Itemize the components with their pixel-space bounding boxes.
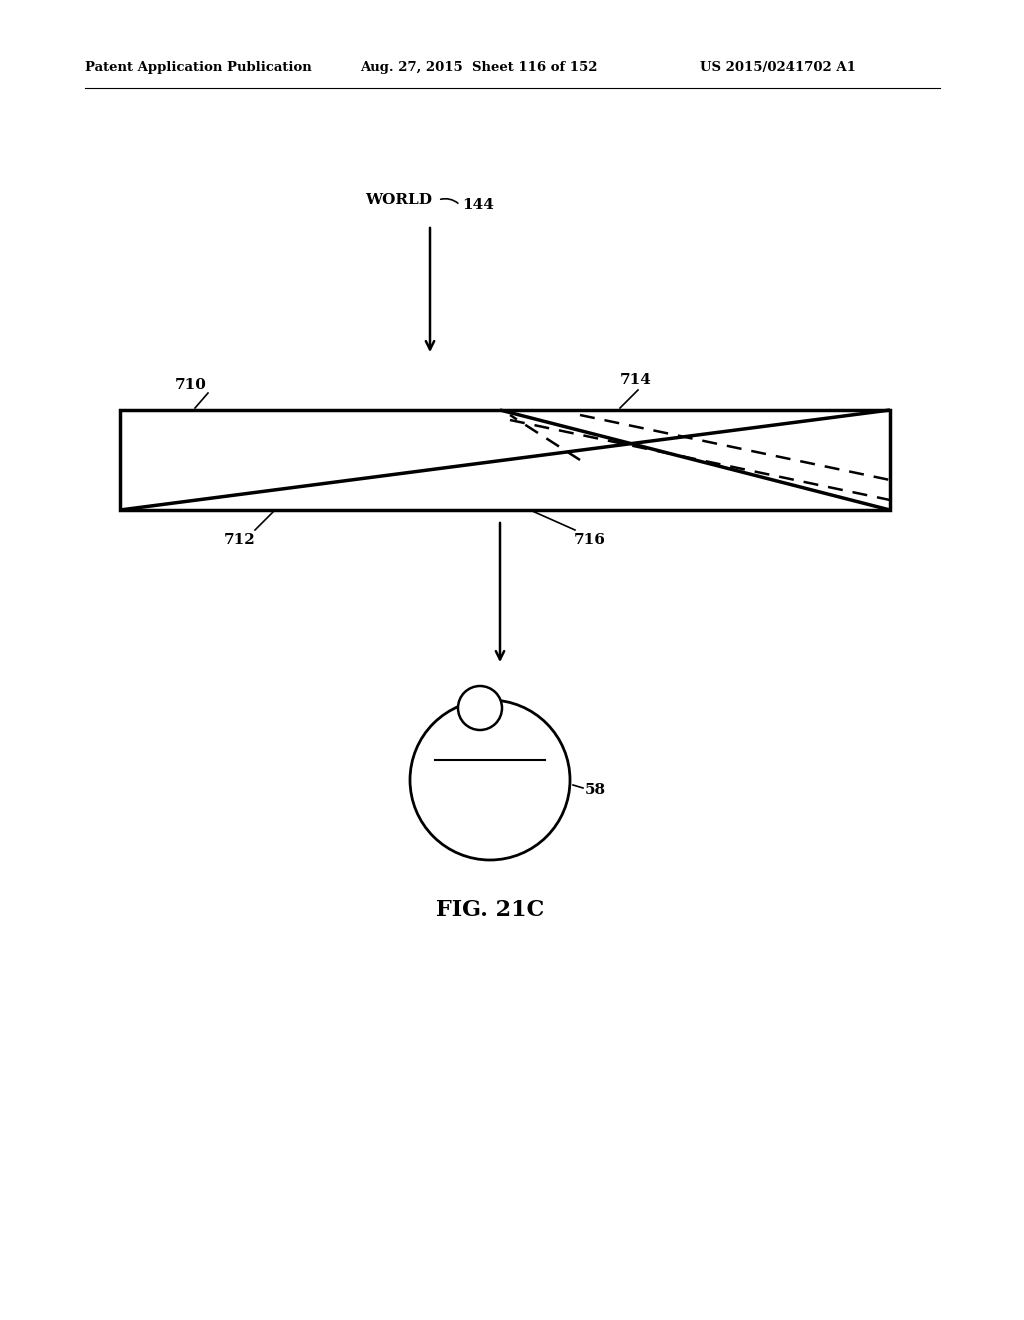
Text: 712: 712 [224,533,256,546]
Text: WORLD: WORLD [365,193,432,207]
Text: 716: 716 [574,533,606,546]
Circle shape [458,686,502,730]
Text: 58: 58 [585,783,606,797]
Text: Patent Application Publication: Patent Application Publication [85,62,311,74]
Circle shape [410,700,570,861]
Text: FIG. 21C: FIG. 21C [436,899,544,921]
Bar [120,411,890,510]
Text: 710: 710 [175,378,207,392]
Text: US 2015/0241702 A1: US 2015/0241702 A1 [700,62,856,74]
Text: 714: 714 [620,374,652,387]
Text: Aug. 27, 2015  Sheet 116 of 152: Aug. 27, 2015 Sheet 116 of 152 [360,62,597,74]
Text: 144: 144 [462,198,494,213]
